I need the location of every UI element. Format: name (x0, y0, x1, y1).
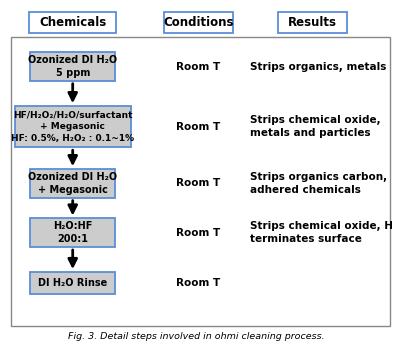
Text: HF/H₂O₂/H₂O/surfactant
+ Megasonic
HF: 0.5%, H₂O₂ : 0.1~1%: HF/H₂O₂/H₂O/surfactant + Megasonic HF: 0… (11, 111, 134, 143)
Text: Fig. 3. Detail steps involved in ohmi cleaning process.: Fig. 3. Detail steps involved in ohmi cl… (68, 332, 325, 341)
Text: H₂O:HF
200:1: H₂O:HF 200:1 (53, 221, 92, 244)
Text: Strips organics carbon,
adhered chemicals: Strips organics carbon, adhered chemical… (250, 172, 387, 195)
Bar (164, 12, 233, 33)
Text: Room T: Room T (176, 62, 220, 71)
Text: Ozonized DI H₂O
+ Megasonic: Ozonized DI H₂O + Megasonic (28, 172, 117, 195)
Text: Ozonized DI H₂O
5 ppm: Ozonized DI H₂O 5 ppm (28, 55, 117, 78)
Text: Conditions: Conditions (163, 16, 234, 29)
Bar (31, 218, 115, 247)
Text: Strips chemical oxide,
metals and particles: Strips chemical oxide, metals and partic… (250, 115, 380, 138)
Bar (11, 37, 390, 326)
Text: Strips chemical oxide, H
terminates surface: Strips chemical oxide, H terminates surf… (250, 221, 393, 244)
Bar (31, 169, 115, 198)
Text: Room T: Room T (176, 122, 220, 132)
Bar (278, 12, 347, 33)
Bar (15, 106, 131, 147)
Text: DI H₂O Rinse: DI H₂O Rinse (38, 278, 107, 288)
Text: Strips organics, metals: Strips organics, metals (250, 62, 386, 71)
Bar (31, 52, 115, 81)
Text: Chemicals: Chemicals (39, 16, 107, 29)
Text: Room T: Room T (176, 178, 220, 188)
Text: Room T: Room T (176, 278, 220, 288)
Text: Room T: Room T (176, 228, 220, 238)
Bar (31, 272, 115, 294)
Text: Results: Results (288, 16, 337, 29)
Bar (29, 12, 116, 33)
